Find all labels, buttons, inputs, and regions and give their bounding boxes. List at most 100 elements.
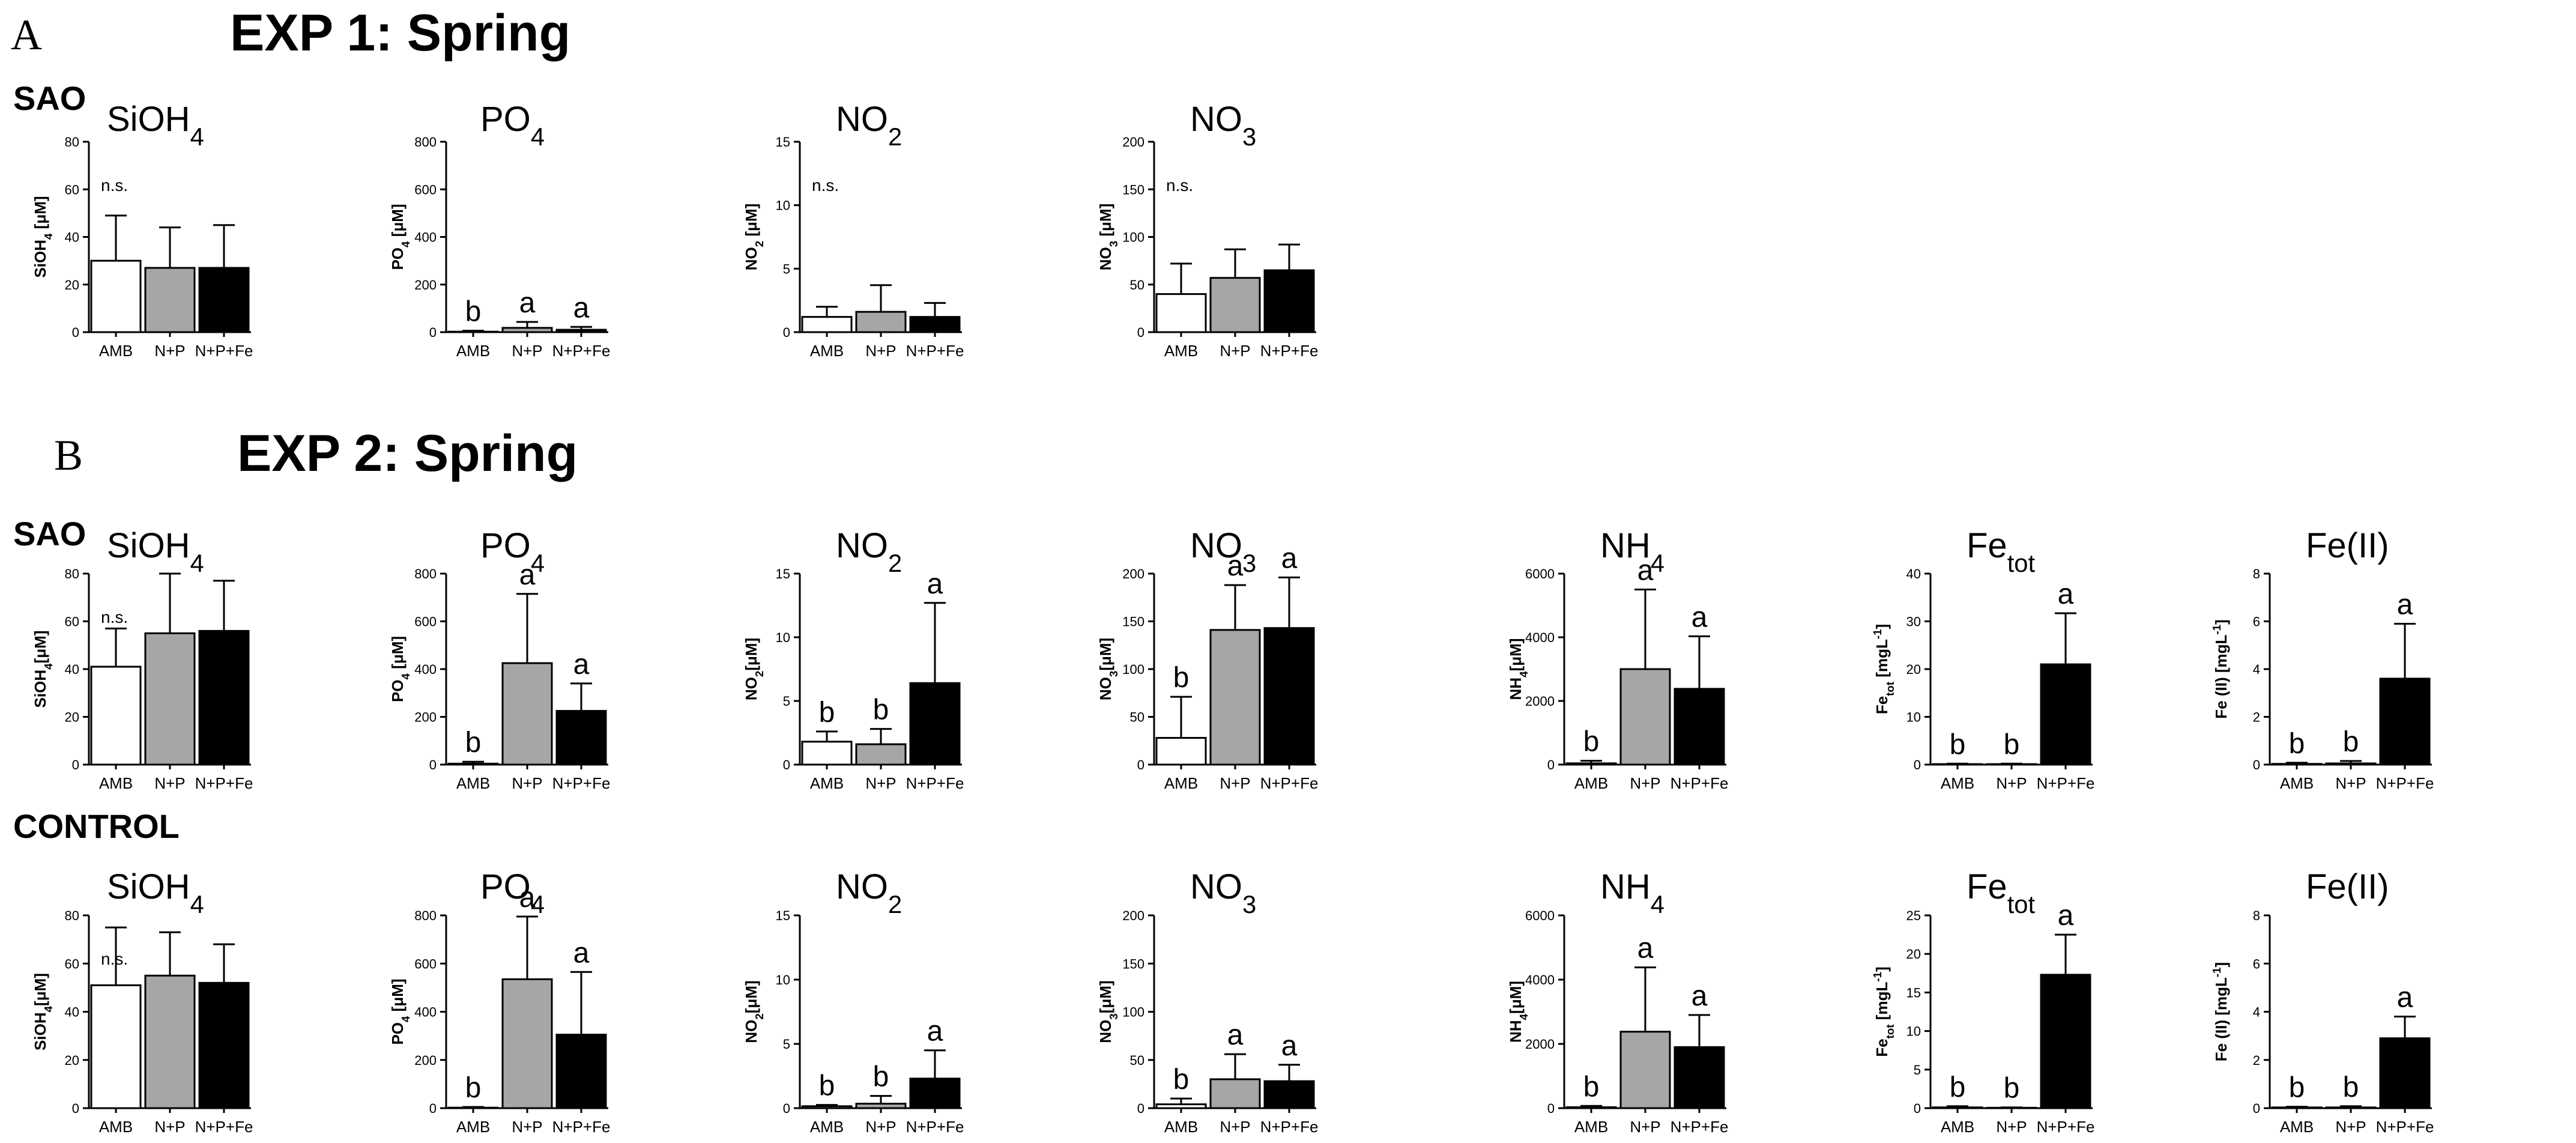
y-tick-label: 4000 bbox=[1525, 972, 1555, 987]
bar-n-plus-p-plus-fe bbox=[198, 267, 250, 333]
y-tick-label: 0 bbox=[2253, 1101, 2260, 1116]
y-tick-label: 200 bbox=[414, 710, 437, 725]
significance-letter: b bbox=[1583, 1071, 1600, 1103]
subplot-title: PO4 bbox=[480, 526, 545, 577]
x-tick-label: N+P bbox=[1630, 774, 1660, 792]
y-tick-label: 15 bbox=[776, 135, 790, 150]
y-tick-label: 2 bbox=[2253, 710, 2260, 725]
significance-note: n.s. bbox=[101, 950, 128, 968]
x-tick-label: N+P+Fe bbox=[195, 1118, 253, 1136]
y-axis-label: Fe (II) [mgL-1] bbox=[2210, 619, 2231, 718]
y-tick-label: 100 bbox=[1122, 230, 1144, 245]
y-tick-label: 15 bbox=[776, 908, 790, 923]
y-tick-label: 0 bbox=[783, 757, 790, 772]
subplot-title: Fetot bbox=[1967, 867, 2036, 918]
y-tick-label: 5 bbox=[783, 1037, 790, 1052]
y-tick-label: 800 bbox=[414, 566, 437, 581]
x-tick-label: N+P bbox=[865, 1118, 896, 1136]
bar-n-plus-p bbox=[501, 978, 553, 1109]
y-tick-label: 20 bbox=[65, 710, 79, 725]
x-tick-label: N+P+Fe bbox=[2037, 774, 2095, 792]
x-tick-label: AMB bbox=[99, 342, 133, 360]
y-tick-label: 0 bbox=[2253, 757, 2260, 772]
y-tick-label: 0 bbox=[1137, 325, 1144, 340]
bar-n-plus-p-plus-fe bbox=[909, 1078, 961, 1109]
subplot-title: Fe(II) bbox=[2306, 526, 2389, 565]
y-tick-label: 600 bbox=[414, 182, 437, 197]
x-tick-label: AMB bbox=[1164, 342, 1198, 360]
bar-n-plus-p-plus-fe bbox=[1673, 688, 1725, 766]
bar-n-plus-p-plus-fe bbox=[2040, 663, 2091, 766]
subplot-exp2_control-6: Fe(II) Fe (II) [mgL-1] 0 2 4 6 8 AMB b N+P b N+P+Fe… bbox=[2210, 867, 2434, 1136]
bar-n-plus-p-plus-fe bbox=[198, 981, 250, 1109]
subplot-title: SiOH4 bbox=[107, 100, 204, 151]
subplot-exp2_control-1: PO4 PO4 [μM] 0 200 400 600 800 AMB b N+P a N+P+Fe a bbox=[389, 867, 610, 1136]
y-tick-label: 10 bbox=[776, 198, 790, 213]
y-tick-label: 8 bbox=[2253, 908, 2260, 923]
subplot-title: NH4 bbox=[1600, 867, 1664, 918]
x-tick-label: N+P bbox=[154, 1118, 185, 1136]
significance-letter: b bbox=[2343, 1072, 2359, 1103]
bar-n-plus-p-plus-fe bbox=[198, 629, 250, 766]
bar-amb bbox=[1155, 293, 1207, 333]
y-axis-label: NO3 [μM] bbox=[1096, 204, 1120, 271]
y-axis-label: NO2[μM] bbox=[742, 638, 766, 700]
y-tick-label: 600 bbox=[414, 614, 437, 629]
y-tick-label: 40 bbox=[65, 1005, 79, 1020]
x-tick-label: AMB bbox=[1164, 1118, 1198, 1136]
y-tick-label: 60 bbox=[65, 956, 79, 971]
y-tick-label: 400 bbox=[414, 230, 437, 245]
x-tick-label: AMB bbox=[810, 1118, 844, 1136]
x-tick-label: N+P+Fe bbox=[2376, 1118, 2434, 1136]
x-tick-label: N+P bbox=[865, 342, 896, 360]
y-tick-label: 80 bbox=[65, 566, 79, 581]
bar-n-plus-p bbox=[1619, 668, 1671, 766]
subplot-exp1-1: PO4 PO4 [μM] 0 200 400 600 800 AMB b N+P a N+P+Fe a bbox=[389, 100, 610, 360]
x-tick-label: N+P+Fe bbox=[552, 774, 611, 792]
y-axis-label: SiOH4 [μM] bbox=[31, 196, 55, 277]
significance-letter: a bbox=[573, 292, 590, 324]
y-axis-label: Fe (II) [mgL-1] bbox=[2210, 962, 2231, 1061]
x-tick-label: AMB bbox=[1164, 774, 1198, 792]
significance-letter: b bbox=[1950, 1072, 1966, 1103]
y-tick-label: 800 bbox=[414, 135, 437, 150]
subplot-title: NO3 bbox=[1190, 867, 1256, 918]
significance-letter: a bbox=[1692, 980, 1708, 1012]
x-tick-label: N+P bbox=[2335, 1118, 2366, 1136]
y-tick-label: 400 bbox=[414, 662, 437, 677]
y-tick-label: 4000 bbox=[1525, 630, 1555, 645]
subplot-title: PO4 bbox=[480, 100, 545, 151]
bar-n-plus-p-plus-fe bbox=[555, 710, 607, 766]
y-tick-label: 150 bbox=[1122, 614, 1144, 629]
y-tick-label: 200 bbox=[1122, 566, 1144, 581]
bar-n-plus-p bbox=[855, 311, 907, 333]
significance-letter: a bbox=[573, 649, 590, 681]
bar-amb bbox=[801, 1105, 853, 1109]
y-tick-label: 20 bbox=[1906, 947, 1921, 962]
y-tick-label: 0 bbox=[1914, 757, 1921, 772]
y-tick-label: 0 bbox=[429, 325, 437, 340]
significance-letter: b bbox=[873, 1061, 889, 1093]
y-tick-label: 10 bbox=[776, 630, 790, 645]
x-tick-label: N+P bbox=[1630, 1118, 1660, 1136]
y-tick-label: 100 bbox=[1122, 662, 1144, 677]
x-tick-label: N+P bbox=[512, 342, 542, 360]
x-tick-label: AMB bbox=[456, 342, 490, 360]
bar-n-plus-p bbox=[2325, 762, 2377, 766]
bar-n-plus-p-plus-fe bbox=[1263, 627, 1315, 766]
significance-letter: a bbox=[1281, 1030, 1298, 1062]
significance-letter: b bbox=[819, 1070, 835, 1102]
x-tick-label: N+P+Fe bbox=[1260, 774, 1319, 792]
subplot-exp1-0: SiOH4 SiOH4 [μM] 0 20 40 60 80 AMB N+P N+P+Fe n.s. bbox=[31, 100, 253, 360]
x-tick-label: AMB bbox=[456, 1118, 490, 1136]
y-tick-label: 50 bbox=[1130, 1053, 1144, 1068]
subplot-exp2_sao-3: NO3 NO3[μM] 0 50 100 150 200 AMB b N+P a N+P+Fe a bbox=[1096, 526, 1318, 792]
subplot-title: Fe(II) bbox=[2306, 867, 2389, 906]
significance-letter: b bbox=[2004, 1073, 2020, 1105]
panel-b-letter: B bbox=[54, 431, 83, 479]
x-tick-label: N+P bbox=[1220, 1118, 1250, 1136]
x-tick-label: AMB bbox=[1941, 1118, 1974, 1136]
subplot-title: NO3 bbox=[1190, 100, 1256, 151]
panel-a-row-label: SAO bbox=[13, 79, 86, 117]
bar-n-plus-p-plus-fe bbox=[909, 682, 961, 766]
